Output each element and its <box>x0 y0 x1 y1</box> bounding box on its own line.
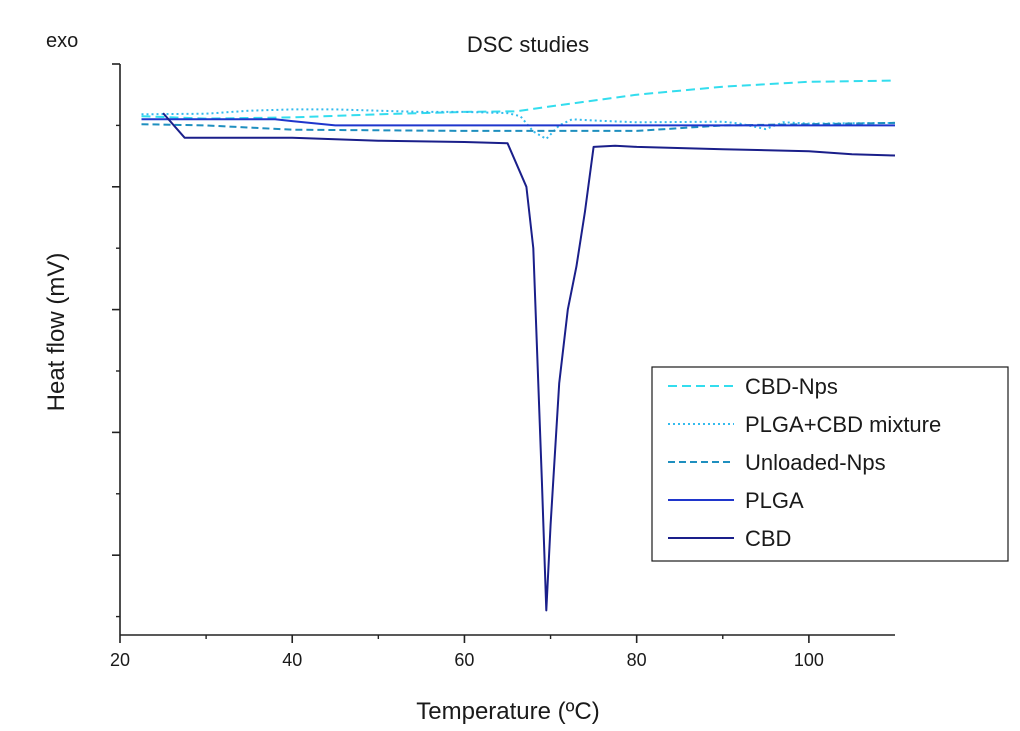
series-line-unloaded-nps <box>141 121 896 132</box>
x-tick-label-100: 100 <box>794 650 824 670</box>
x-tick-label-20: 20 <box>110 650 130 670</box>
series-line-cbd <box>162 112 896 612</box>
legend-label-4: CBD <box>745 526 791 551</box>
series-line-cbd-nps <box>141 79 896 120</box>
legend-label-1: PLGA+CBD mixture <box>745 412 941 437</box>
chart-title: DSC studies <box>467 32 589 57</box>
y-axis-title: Heat flow (mV) <box>43 253 70 412</box>
legend-box <box>651 366 1009 562</box>
x-tick-label-60: 60 <box>454 650 474 670</box>
exo-label: exo <box>46 30 78 52</box>
legend-label-2: Unloaded-Nps <box>745 450 886 475</box>
x-tick-label-40: 40 <box>282 650 302 670</box>
x-axis-title: Temperature (ºC) <box>416 698 599 725</box>
y-ticks <box>112 63 120 618</box>
series-line-plga <box>141 118 895 127</box>
x-tick-label-80: 80 <box>627 650 647 670</box>
legend-label-3: PLGA <box>745 488 804 513</box>
series-line-plga-cbd-mixture <box>141 108 896 140</box>
legend-label-0: CBD-Nps <box>745 374 838 399</box>
axes <box>119 64 895 636</box>
legend: CBD-Nps PLGA+CBD mixture Unloaded-Nps PLGA C… <box>651 366 1009 562</box>
series-layer <box>141 79 896 612</box>
x-ticks: 20 40 60 80 100 <box>110 635 824 670</box>
